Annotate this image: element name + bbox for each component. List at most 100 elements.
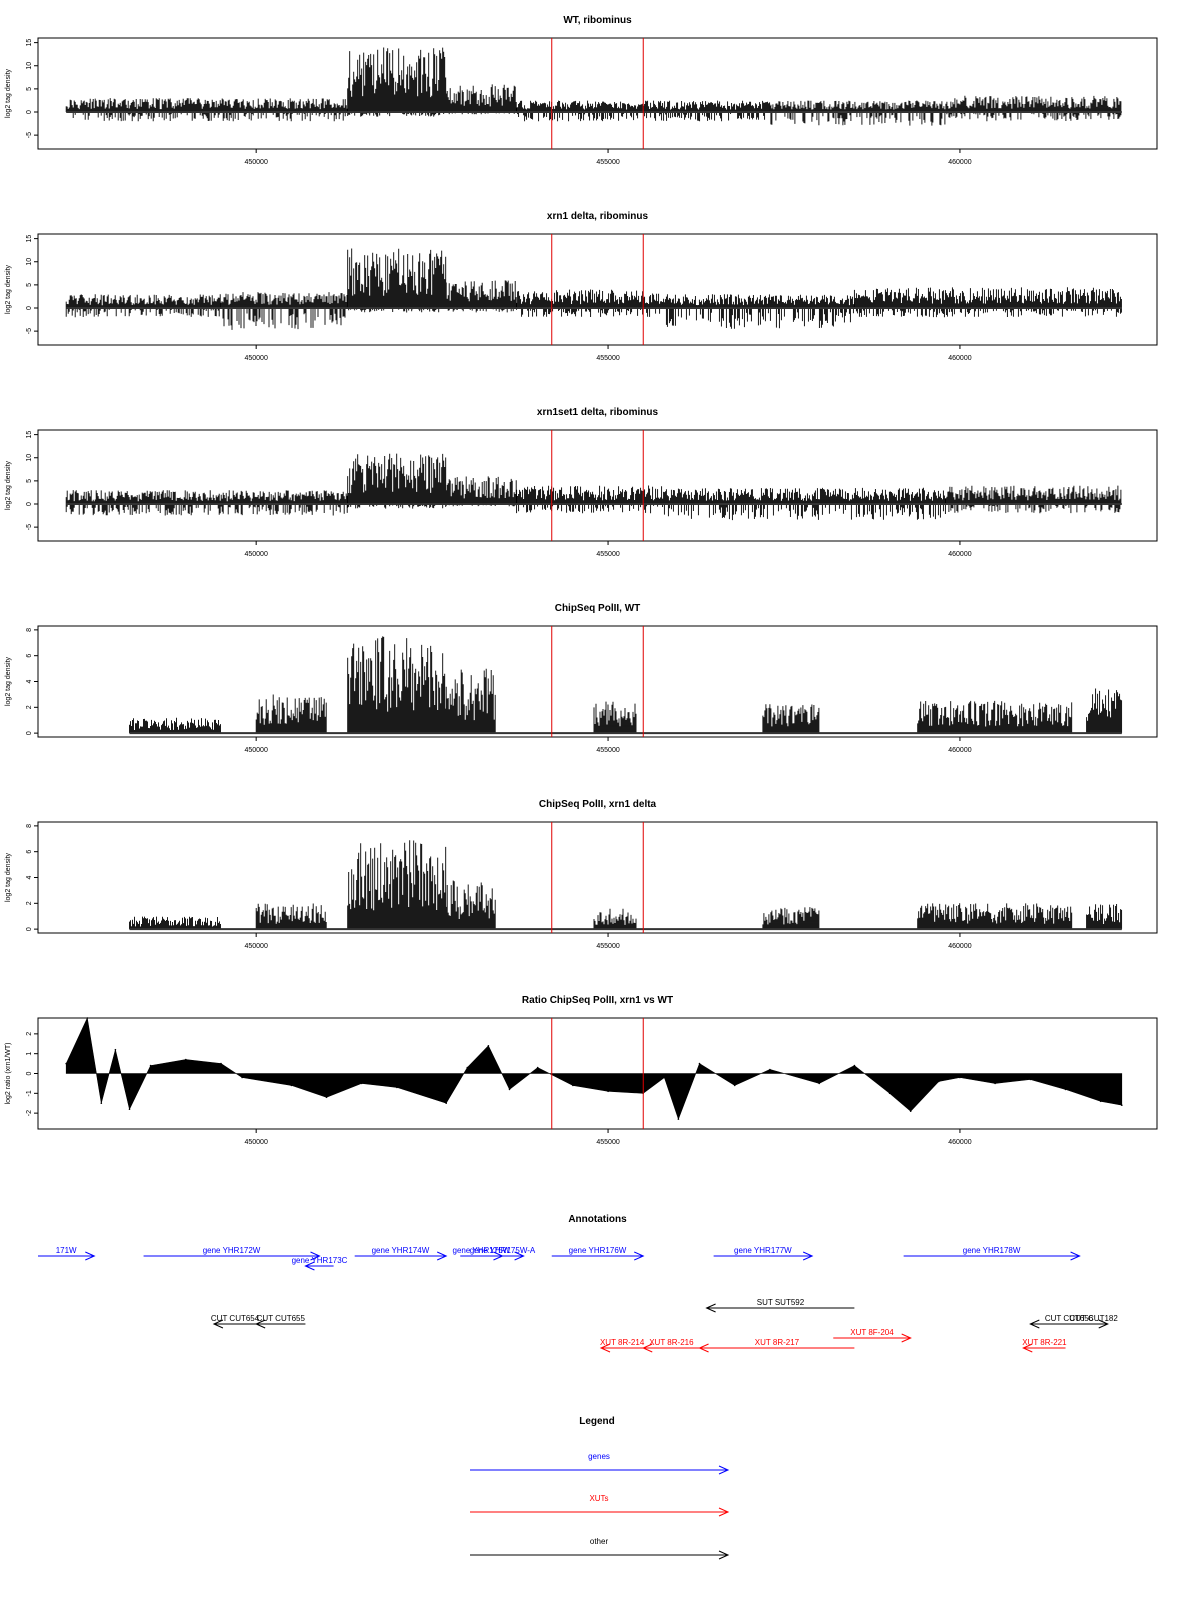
panel-4: ChipSeq PolII, WT 0 2 4 6 8 log2 tag density 45… xyxy=(5,603,1158,754)
ratio-point xyxy=(909,1110,912,1112)
signal-bars xyxy=(663,294,855,329)
legend-label: XUTs xyxy=(589,1494,608,1503)
y-tick-label: 0 xyxy=(26,110,33,114)
signal-segment-2 xyxy=(255,903,327,930)
ratio-point xyxy=(853,1064,856,1067)
annotation-xut: XUT 8R-217 xyxy=(698,1338,855,1353)
y-tick-label: 5 xyxy=(26,479,33,483)
signal-bars xyxy=(593,908,637,930)
panel-5: ChipSeq PolII, xrn1 delta 0 2 4 6 8 log2 tag d… xyxy=(5,799,1158,950)
arrow-head xyxy=(436,1251,448,1261)
y-tick-label: 4 xyxy=(26,679,33,683)
y-axis-label: log2 tag density xyxy=(5,460,12,510)
arrow-head xyxy=(705,1303,716,1313)
ratio-point xyxy=(1099,1100,1102,1103)
annotation-xut: XUT 8R-214 xyxy=(599,1338,645,1353)
signal-segment-5 xyxy=(593,701,637,734)
annotations-title: Annotations xyxy=(568,1214,627,1225)
ratio-point xyxy=(1029,1078,1032,1081)
signal-segment-7 xyxy=(917,903,1073,930)
annotation-label: CUT CUT654 xyxy=(211,1314,260,1323)
ratio-point xyxy=(325,1096,328,1099)
y-tick-label: 6 xyxy=(26,654,33,658)
y-tick-label: 6 xyxy=(26,850,33,854)
annotation-label: XUT 8R-217 xyxy=(755,1338,800,1347)
signal-bars xyxy=(917,903,1073,930)
signal-segment-3 xyxy=(347,248,447,313)
ratio-point xyxy=(994,1082,996,1085)
y-tick-label: -5 xyxy=(26,328,33,334)
y-tick-label: 8 xyxy=(26,628,33,632)
legend-item-gene: genes xyxy=(470,1452,730,1475)
annotation-gene: gene YHR172W xyxy=(143,1246,321,1261)
annotation-label: gene YHR175W xyxy=(453,1246,511,1255)
ratio-point xyxy=(572,1084,574,1087)
y-tick-label: 0 xyxy=(26,927,33,931)
signal-segment-4 xyxy=(516,485,665,514)
data-marks xyxy=(65,248,1122,330)
y-tick-label: 0 xyxy=(26,502,33,506)
arrow-head xyxy=(310,1251,321,1261)
y-tick-label: 0 xyxy=(26,731,33,735)
ratio-point xyxy=(607,1090,609,1093)
signal-segment-1 xyxy=(65,294,221,318)
signal-bars xyxy=(445,476,517,507)
ratio-point xyxy=(938,1080,940,1083)
ratio-point xyxy=(769,1068,771,1071)
ratio-point xyxy=(536,1066,539,1069)
y-tick-label: -5 xyxy=(26,524,33,530)
y-tick-label: 10 xyxy=(26,258,33,266)
arrow-head xyxy=(1070,1251,1081,1261)
legend: Legend genes XUTs other xyxy=(470,1416,730,1560)
signal-bars xyxy=(516,485,665,514)
y-tick-label: 5 xyxy=(26,283,33,287)
signal-bars xyxy=(65,98,348,122)
x-tick-label: 460000 xyxy=(948,551,971,558)
x-tick-label: 450000 xyxy=(244,355,267,362)
legend-item-xut: XUTs xyxy=(470,1494,730,1517)
ratio-point xyxy=(663,1076,666,1079)
ratio-point xyxy=(466,1066,469,1069)
signal-segment-7 xyxy=(853,287,1122,318)
x-axis: 450000 455000 460000 xyxy=(244,737,972,754)
signal-bars xyxy=(917,700,1073,734)
signal-bars xyxy=(347,453,447,509)
ratio-point xyxy=(128,1108,131,1110)
annotation-xut: XUT 8R-221 xyxy=(1022,1338,1067,1353)
ratio-point xyxy=(290,1084,293,1087)
annotation-label: gene YHR176W xyxy=(569,1246,627,1255)
signal-segment-5 xyxy=(516,289,665,317)
annotation-other: CUT CUT656 xyxy=(1029,1314,1108,1329)
annotation-label: SUT SUT592 xyxy=(757,1298,805,1307)
y-axis-label: log2 tag density xyxy=(5,852,12,902)
annotation-label: CUT CUT655 xyxy=(257,1314,306,1323)
plot-frame xyxy=(37,429,1158,542)
signal-bars xyxy=(445,84,517,115)
y-axis: -5 0 5 10 15 log2 tag density xyxy=(5,431,38,530)
ratio-point xyxy=(396,1086,398,1089)
ratio-point xyxy=(959,1076,961,1079)
ratio-point xyxy=(220,1062,222,1065)
chart-title: ChipSeq PolII, WT xyxy=(555,603,641,614)
signal-bars xyxy=(1086,904,1123,930)
y-axis-label: log2 tag density xyxy=(5,68,12,118)
y-axis: 0 2 4 6 8 log2 tag density xyxy=(5,628,38,735)
arrow-head xyxy=(1022,1343,1033,1353)
chart-title: ChipSeq PolII, xrn1 delta xyxy=(539,799,657,810)
y-tick-label: -1 xyxy=(26,1090,33,1096)
plot-frame xyxy=(37,233,1158,346)
signal-bars xyxy=(445,668,496,734)
signal-bars xyxy=(762,907,820,930)
arrow-head xyxy=(642,1343,653,1353)
annotation-gene: gene YHR177W xyxy=(713,1246,814,1261)
ratio-point xyxy=(818,1082,820,1085)
panel-2: xrn1 delta, ribominus -5 0 5 10 15 log2 tag de… xyxy=(5,211,1158,362)
annotation-gene: gene YHR178W xyxy=(903,1246,1081,1261)
ratio-point xyxy=(185,1058,187,1061)
arrow-head xyxy=(718,1507,730,1517)
signal-bars xyxy=(347,840,447,930)
ratio-point xyxy=(86,1017,89,1019)
arrow-head xyxy=(514,1251,525,1261)
ratio-point xyxy=(149,1064,152,1067)
x-axis: 450000 455000 460000 xyxy=(244,149,972,166)
